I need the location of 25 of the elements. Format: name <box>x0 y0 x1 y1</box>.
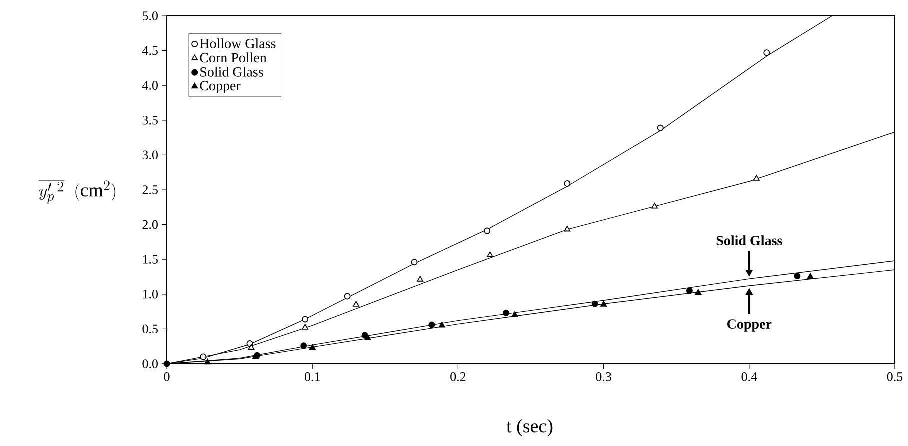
y-tick-label: 1.5 <box>143 255 158 264</box>
x-tick-label: 0.4 <box>742 372 758 382</box>
y-tick-label: 4.5 <box>142 46 158 56</box>
y-tick-label: 1.0 <box>143 290 158 299</box>
y-tick-label: 3.5 <box>142 116 158 125</box>
y-tick-label: 2.5 <box>142 186 158 194</box>
annotation: Solid Glass <box>716 236 782 246</box>
x-axis-title: t (sec) <box>506 419 553 437</box>
y-tick-label: 0.5 <box>142 324 158 334</box>
x-tick-label: 0.2 <box>450 372 466 382</box>
y-tick-label: 4.0 <box>142 81 158 90</box>
x-tick-label: 0.3 <box>596 372 612 382</box>
x-tick-label: 0.5 <box>887 372 903 382</box>
legend-label: Corn Pollen <box>200 52 267 63</box>
legend-label: Copper <box>200 81 241 94</box>
y-tick-label: 3.0 <box>142 150 158 160</box>
x-tick-label: 0.1 <box>304 372 320 382</box>
y-tick-label: 0.0 <box>142 360 158 368</box>
y-axis-title: $\overline{y'_{p}{}^{\,2}}\ \ (\mathrm{cm}^{2})$ <box>38 180 116 204</box>
y-tick-label: 2.0 <box>142 220 158 230</box>
annotation: Copper <box>728 320 772 332</box>
x-tick-label: 0 <box>164 372 170 382</box>
legend-label: Hollow Glass <box>200 38 276 48</box>
y-tick-label: 5.0 <box>142 12 158 20</box>
legend-label: Solid Glass <box>200 67 264 77</box>
